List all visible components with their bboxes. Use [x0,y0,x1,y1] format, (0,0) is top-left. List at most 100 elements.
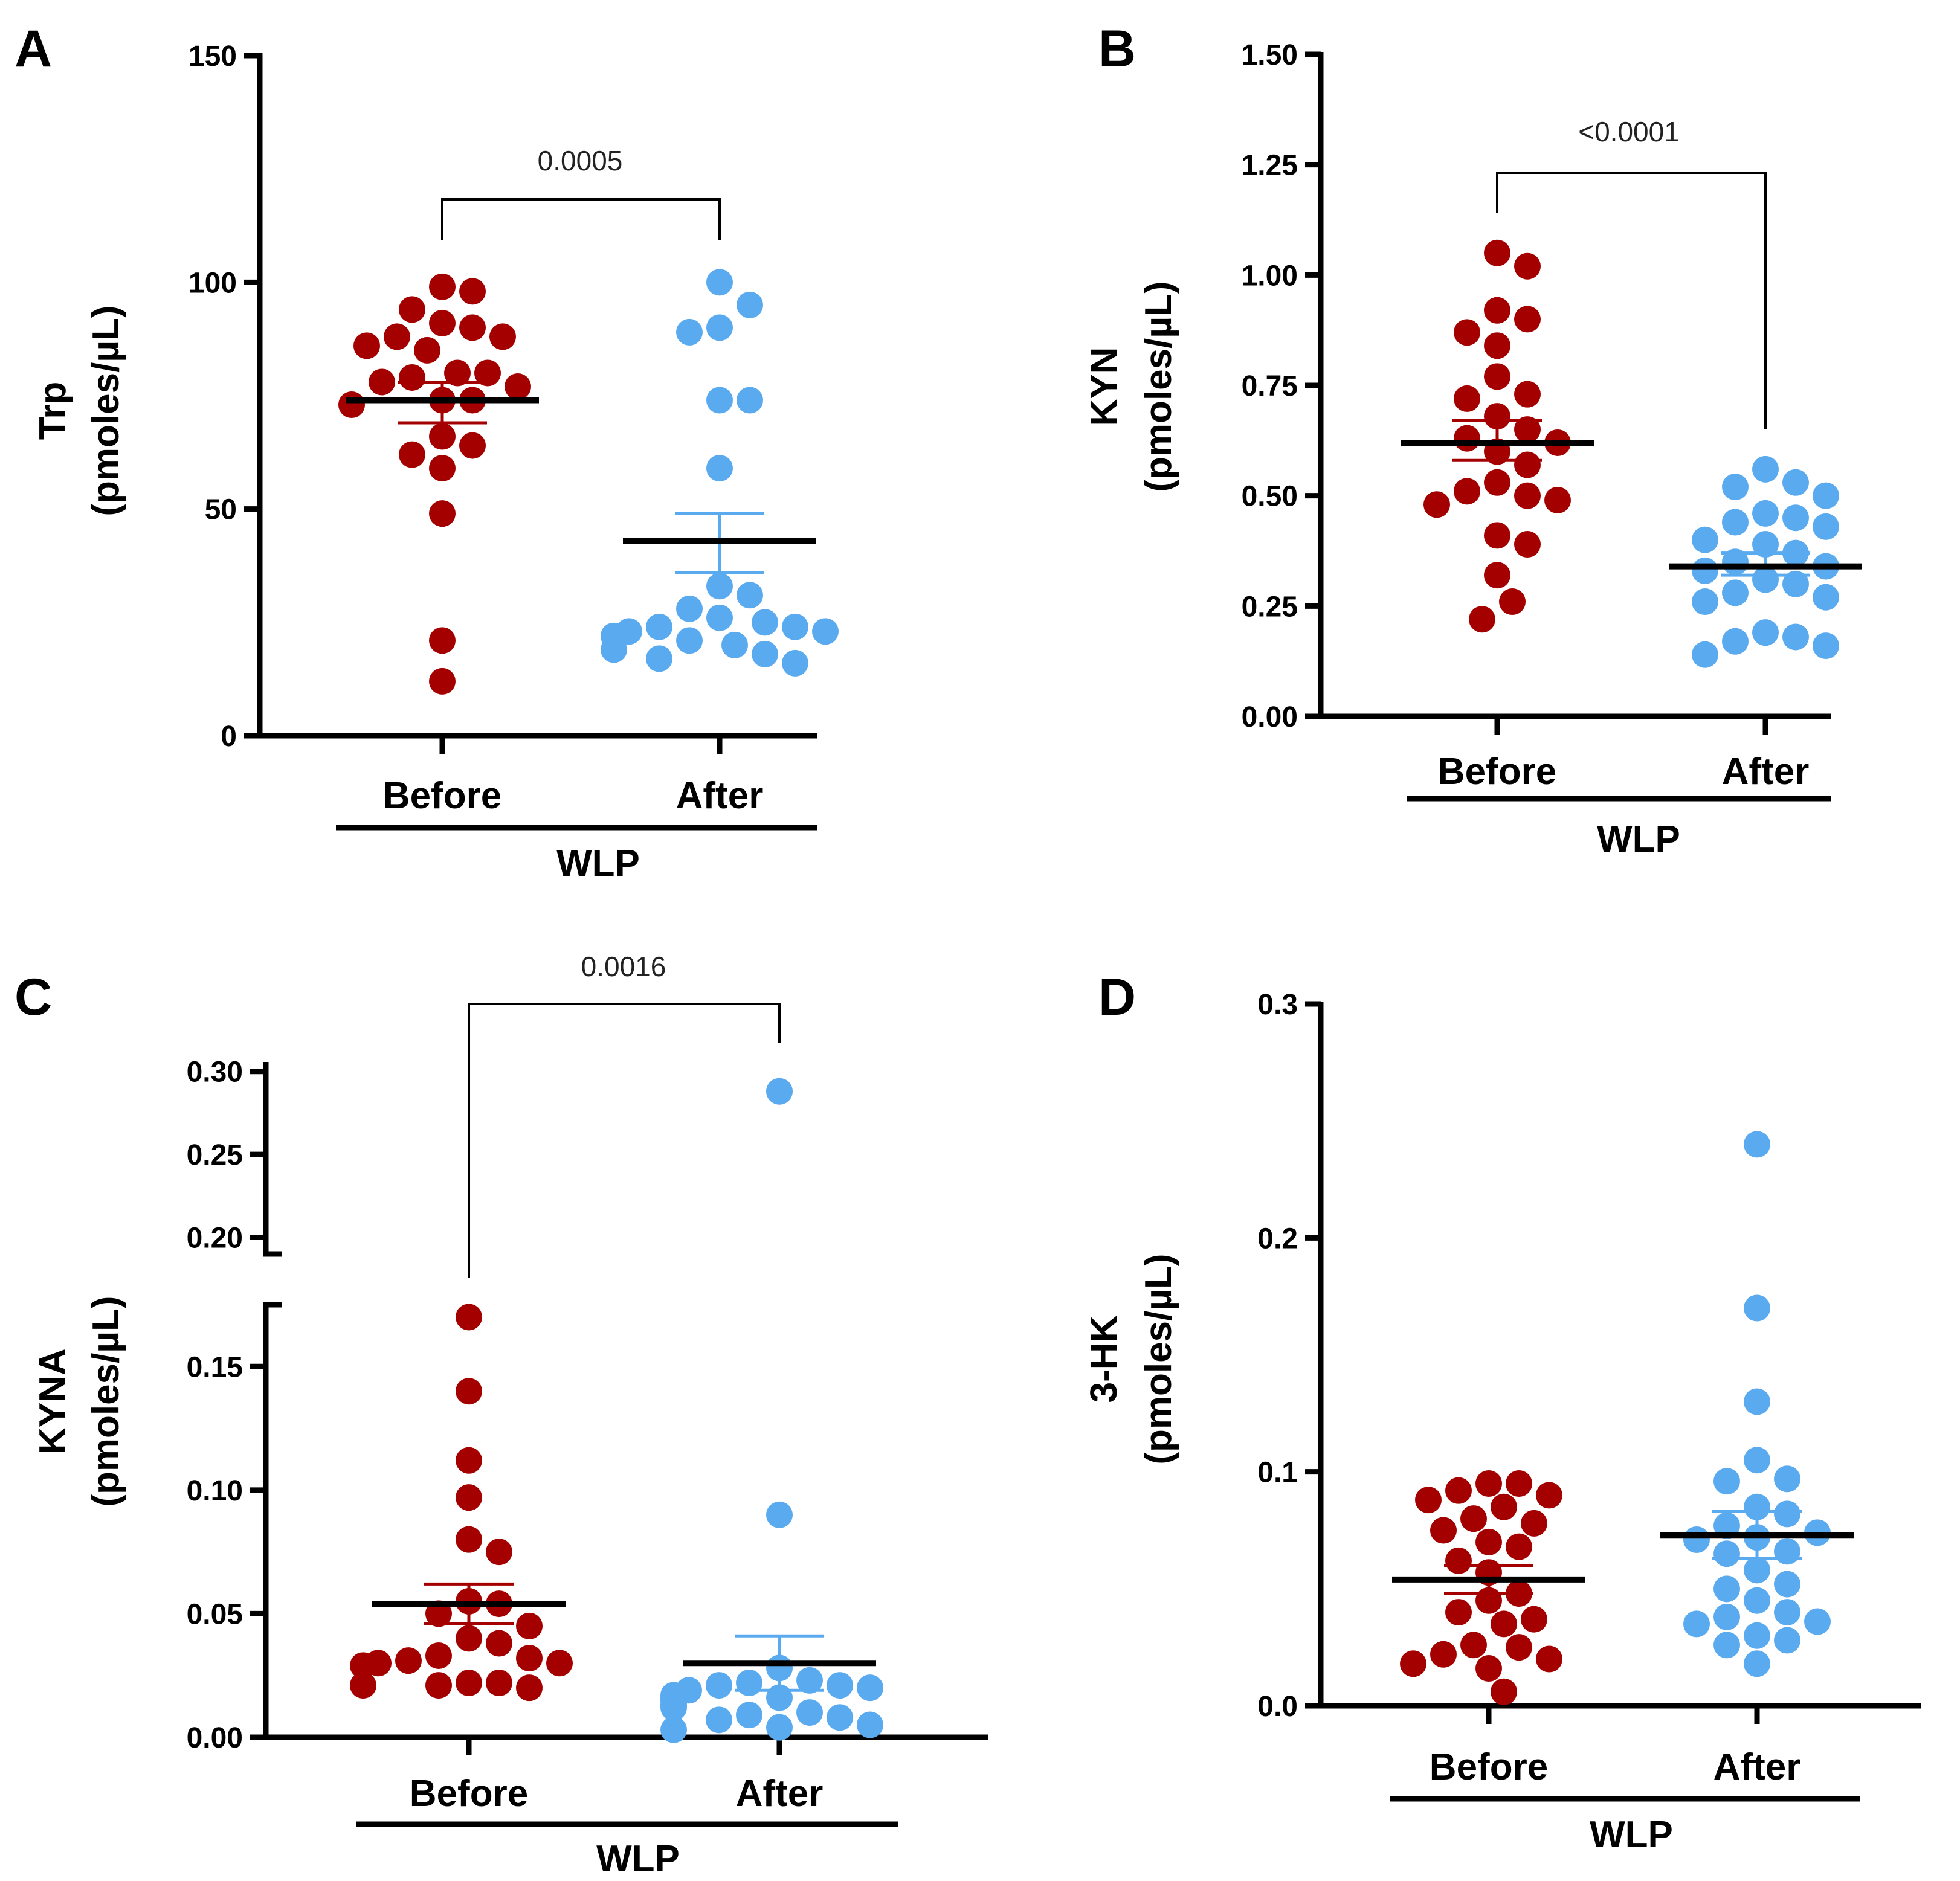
data-point-a-after-20 [601,636,627,663]
panel-a: A Trp (pmoles/µL) 0 50 100 150 0.0005 Befor… [15,20,839,884]
data-point-d-after-0 [1744,1131,1770,1158]
data-point-c-before-5 [486,1539,512,1566]
data-point-c-after-20 [706,1706,732,1734]
data-point-b-after-3 [1813,482,1839,509]
y-tick-label-d-0-0: 0.0 [1257,1691,1298,1723]
data-point-a-before-12 [369,368,395,396]
data-point-d-after-18 [1774,1599,1800,1626]
data-point-b-before-9 [1484,403,1510,430]
data-point-d-after-6 [1744,1493,1770,1520]
data-point-b-after-22 [1813,632,1839,660]
data-point-a-after-11 [752,609,778,636]
data-point-b-after-15 [1782,570,1809,597]
data-point-b-after-2 [1722,474,1749,501]
data-point-d-before-8 [1430,1517,1457,1544]
data-point-b-after-23 [1692,641,1718,668]
data-point-c-before-10 [456,1625,482,1652]
data-point-b-before-7 [1514,381,1541,408]
data-point-d-after-2 [1744,1388,1770,1415]
data-point-b-after-1 [1782,469,1809,496]
data-point-d-after-20 [1804,1608,1831,1635]
x-label-after-a: After [676,775,764,817]
y-tick-label-c-1-0: 0.20 [187,1223,243,1255]
data-point-a-after-12 [646,613,672,640]
p-value-a: 0.0005 [538,145,623,176]
data-point-d-before-1 [1506,1470,1532,1497]
data-point-a-after-19 [721,631,748,658]
y-tick-label-b-0-1: 0.25 [1242,591,1298,623]
data-point-d-after-7 [1774,1500,1800,1528]
data-point-b-before-11 [1454,425,1480,452]
ylabel-a-line2: (pmoles/µL) [85,305,127,516]
data-point-d-after-1 [1744,1294,1770,1322]
data-point-c-after-6 [706,1672,732,1699]
data-point-a-before-16 [338,391,365,419]
data-point-b-before-5 [1484,332,1510,359]
data-point-d-after-21 [1683,1610,1710,1638]
data-point-c-before-2 [456,1447,482,1474]
ylabel-c-line1: KYNA [32,1348,74,1455]
ylabel-d-line2: (pmoles/µL) [1138,1253,1179,1464]
data-point-d-after-13 [1713,1540,1740,1567]
y-tick-label-c-0-2: 0.10 [187,1475,243,1507]
panel-letter-d: D [1098,968,1136,1026]
data-point-b-before-16 [1454,478,1480,505]
data-point-d-after-4 [1774,1465,1800,1493]
data-point-a-after-7 [706,573,733,600]
data-point-b-before-8 [1454,385,1480,412]
data-point-a-after-2 [706,314,733,341]
y-tick-label-c-0-0: 0.00 [187,1722,243,1754]
data-point-d-after-25 [1744,1650,1770,1677]
data-point-d-after-17 [1744,1587,1770,1614]
data-point-a-before-7 [353,332,380,359]
y-tick-label-a-0-1: 50 [205,494,237,526]
data-point-a-before-23 [429,667,456,695]
y-tick-label-d-0-3: 0.3 [1257,989,1298,1021]
y-tick-label-c-0-3: 0.15 [187,1351,243,1383]
y-tick-label-b-0-2: 0.50 [1242,481,1298,513]
significance-bracket-a [441,198,721,240]
data-point-a-before-6 [489,323,516,350]
x-label-before-c: Before [410,1773,528,1815]
data-point-b-before-14 [1514,451,1541,478]
data-point-c-before-11 [486,1630,512,1657]
y-tick-label-a-0-3: 150 [189,40,237,72]
data-point-b-after-8 [1692,526,1718,553]
y-tick-label-c-1-1: 0.25 [187,1139,243,1171]
data-point-d-before-21 [1536,1645,1562,1673]
data-point-b-before-18 [1544,486,1571,513]
data-point-a-before-3 [429,309,456,336]
data-point-b-after-4 [1752,500,1779,527]
data-point-a-before-17 [429,423,456,450]
data-point-b-after-5 [1782,504,1809,532]
data-point-a-before-22 [429,627,456,654]
y-ticks-b: 0.00 0.25 0.50 0.75 1.00 1.25 1.50 [1242,39,1831,735]
data-point-a-after-10 [706,604,733,631]
data-point-b-after-13 [1692,557,1718,584]
data-point-b-before-21 [1514,531,1541,558]
data-point-c-after-22 [766,1714,793,1741]
data-point-d-after-22 [1744,1622,1770,1649]
data-point-c-before-1 [456,1378,482,1405]
data-point-b-before-20 [1484,522,1510,549]
data-point-a-after-4 [706,387,733,414]
data-point-d-before-6 [1460,1505,1487,1532]
data-point-a-before-13 [505,373,531,400]
data-point-d-before-18 [1460,1632,1487,1659]
data-point-b-before-22 [1484,562,1510,589]
ylabel-a-line1: Trp [32,382,74,440]
data-point-c-before-15 [546,1650,573,1677]
data-point-a-before-2 [399,296,425,323]
data-point-c-before-20 [425,1672,452,1699]
data-point-d-after-5 [1713,1468,1740,1495]
group-title-a: WLP [556,843,640,884]
data-point-c-before-21 [350,1672,376,1699]
p-value-b: <0.0001 [1578,116,1680,147]
data-point-d-before-10 [1506,1533,1532,1560]
data-point-a-before-0 [429,273,456,300]
data-point-b-before-24 [1469,606,1495,633]
data-point-c-before-12 [425,1642,452,1669]
data-point-d-before-23 [1475,1655,1502,1682]
data-point-d-after-14 [1744,1557,1770,1584]
data-point-d-after-11 [1683,1526,1710,1553]
